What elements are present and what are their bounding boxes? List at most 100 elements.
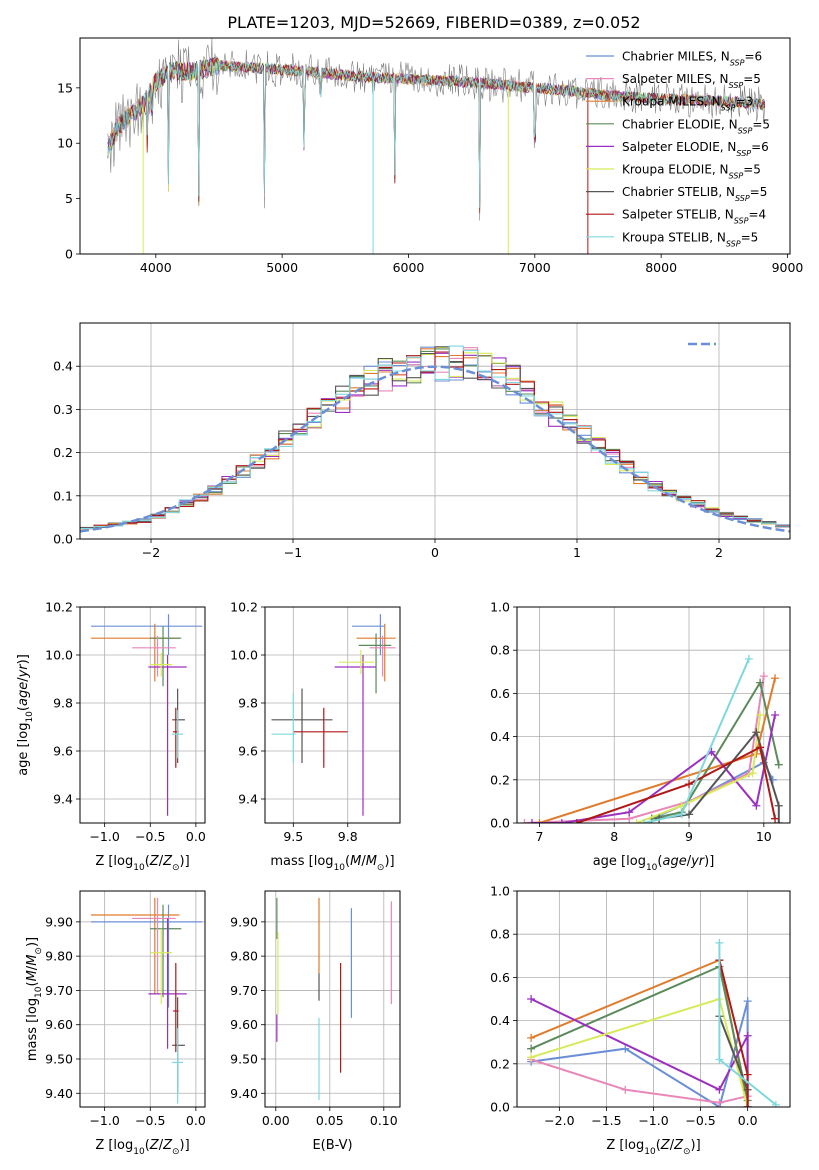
- panel-mass_vs_Z: −1.0 −0.5 0.0 9.40 9.50 9.60 9.70 9.80 9.90 Z [lo…: [25, 890, 206, 1157]
- plot-area: [276, 897, 392, 1101]
- legend-text: Chabrier MILES, N: [622, 50, 730, 64]
- legend-subscript: SSP: [721, 103, 736, 112]
- legend-subscript: SSP: [729, 81, 744, 90]
- x-axis-label: mass [log10(M/M⊙)]: [270, 854, 394, 873]
- weight-marker-kroupa-stelib: [715, 1055, 724, 1064]
- legend-subscript: SSP: [726, 239, 741, 248]
- x-tick-label: 0.10: [370, 1113, 398, 1128]
- weight-marker-salpeter-stelib: [743, 1070, 752, 1079]
- weight-marker-salpeter-miles: [621, 1085, 630, 1094]
- label-part: Z: [149, 1138, 160, 1153]
- panel-residuals: −2 −1 0 1 2 0.0 0.1 0.2 0.3 0.4: [53, 322, 791, 560]
- weight-marker-kroupa-miles: [527, 1033, 536, 1042]
- x-tick-label: 10: [756, 829, 772, 844]
- label-part: yr: [16, 663, 31, 679]
- histogram-chabrier-stelib: [80, 346, 790, 529]
- label-part: /: [687, 854, 692, 869]
- x-tick-label: 0: [431, 545, 439, 560]
- label-part: /: [670, 1138, 675, 1153]
- label-part: ⊙: [683, 1147, 691, 1157]
- x-tick-label: 0.0: [186, 1113, 206, 1128]
- legend-text: Kroupa STELIB, N: [622, 230, 726, 244]
- label-part: Z [log: [606, 1138, 644, 1153]
- x-tick-label: 7000: [519, 260, 551, 275]
- weight-line-chabrier-elodie: [651, 679, 780, 820]
- x-tick-label: 0.0: [186, 829, 206, 844]
- x-tick-label: 2: [715, 545, 723, 560]
- weight-marker-salpeter-elodie: [557, 819, 566, 823]
- panel-spectrum: 4000 5000 6000 7000 8000 9000 0 5 10 15 Chabrier M…: [57, 37, 803, 275]
- y-tick-label: 9.60: [230, 1017, 258, 1032]
- weight-marker-salpeter-elodie: [527, 819, 536, 823]
- label-part: (: [657, 854, 662, 869]
- label-part: age: [662, 854, 686, 869]
- weight-marker-salpeter-elodie: [743, 1031, 752, 1040]
- label-part: Z [log: [95, 1138, 133, 1153]
- legend-text: =6: [751, 140, 769, 154]
- weight-line-kroupa-elodie: [636, 714, 762, 823]
- label-part: 10: [644, 1147, 656, 1157]
- figure-title: PLATE=1203, MJD=52669, FIBERID=0389, z=0…: [227, 13, 640, 32]
- legend-subscript: SSP: [729, 171, 744, 180]
- y-tick-label: 0.0: [53, 532, 73, 547]
- weight-line-chabrier-elodie: [530, 965, 749, 1101]
- label-part: (: [145, 1138, 150, 1153]
- y-tick-label: 0.0: [490, 1100, 510, 1115]
- y-tick-label: 0.2: [490, 1056, 510, 1071]
- y-tick-label: 9.40: [230, 1086, 258, 1101]
- weight-marker-salpeter-elodie: [771, 711, 780, 719]
- weight-marker-kroupa-stelib: [715, 938, 724, 947]
- legend-label-kroupa-miles: Kroupa MILES, NSSP=3: [622, 95, 753, 113]
- y-tick-label: 10: [57, 136, 73, 151]
- y-tick-label: 9.4: [238, 792, 258, 807]
- panel-weight_vs_Z: −2.0 −1.5 −1.0 −0.5 0.0 0.0 0.2 0.4 0.6 0.8 1.0 Z […: [490, 884, 791, 1157]
- y-tick-label: 0.1: [53, 488, 73, 503]
- label-part: M: [350, 854, 361, 869]
- label-part: /: [361, 854, 366, 869]
- legend-text: Chabrier ELODIE, N: [622, 117, 738, 131]
- weight-marker-kroupa-elodie: [632, 819, 641, 823]
- y-tick-label: 0.2: [490, 772, 510, 787]
- axes-frame: [516, 890, 791, 1108]
- label-part: Z [log: [95, 854, 133, 869]
- legend-label-salpeter-stelib: Salpeter STELIB, NSSP=4: [622, 208, 766, 226]
- label-part: ⊙: [172, 1147, 180, 1157]
- y-tick-label: 9.70: [45, 983, 73, 998]
- label-part: 10: [133, 1147, 145, 1157]
- legend-label-chabrier-stelib: Chabrier STELIB, NSSP=5: [622, 185, 767, 203]
- plot-area: [80, 345, 790, 533]
- label-part: ⊙: [377, 863, 385, 873]
- label-part: )]: [25, 937, 40, 947]
- weight-marker-chabrier-miles: [621, 1044, 630, 1053]
- y-tick-label: 10.0: [45, 648, 73, 663]
- y-tick-label: 5: [65, 191, 73, 206]
- y-tick-label: 9.40: [45, 1086, 73, 1101]
- y-tick-label: 9.90: [45, 914, 73, 929]
- x-tick-label: −0.5: [135, 1113, 165, 1128]
- y-tick-label: 0.6: [490, 970, 510, 985]
- x-tick-label: 0.00: [262, 1113, 290, 1128]
- x-tick-label: 4000: [140, 260, 172, 275]
- weight-marker-chabrier-elodie: [756, 678, 765, 687]
- label-part: )]: [691, 1138, 701, 1153]
- weight-marker-salpeter-miles: [715, 1098, 724, 1107]
- weight-marker-salpeter-miles: [520, 819, 529, 823]
- weight-marker-salpeter-stelib: [743, 1103, 752, 1107]
- y-tick-label: 0.8: [490, 927, 510, 942]
- legend-text: =3: [735, 95, 753, 109]
- plot-area: [90, 614, 203, 816]
- x-tick-label: −1: [284, 545, 302, 560]
- label-part: ⊙: [172, 863, 180, 873]
- legend-label-kroupa-elodie: Kroupa ELODIE, NSSP=5: [622, 163, 761, 181]
- weight-marker-kroupa-miles: [535, 819, 544, 823]
- weight-marker-salpeter-stelib: [771, 814, 780, 823]
- x-tick-label: 9.8: [338, 829, 358, 844]
- y-tick-label: 0.4: [490, 729, 510, 744]
- y-tick-label: 9.50: [45, 1052, 73, 1067]
- y-tick-label: 10.2: [230, 600, 258, 615]
- label-part: )]: [704, 854, 714, 869]
- label-part: /: [16, 677, 31, 682]
- weight-marker-salpeter-elodie: [715, 1085, 724, 1094]
